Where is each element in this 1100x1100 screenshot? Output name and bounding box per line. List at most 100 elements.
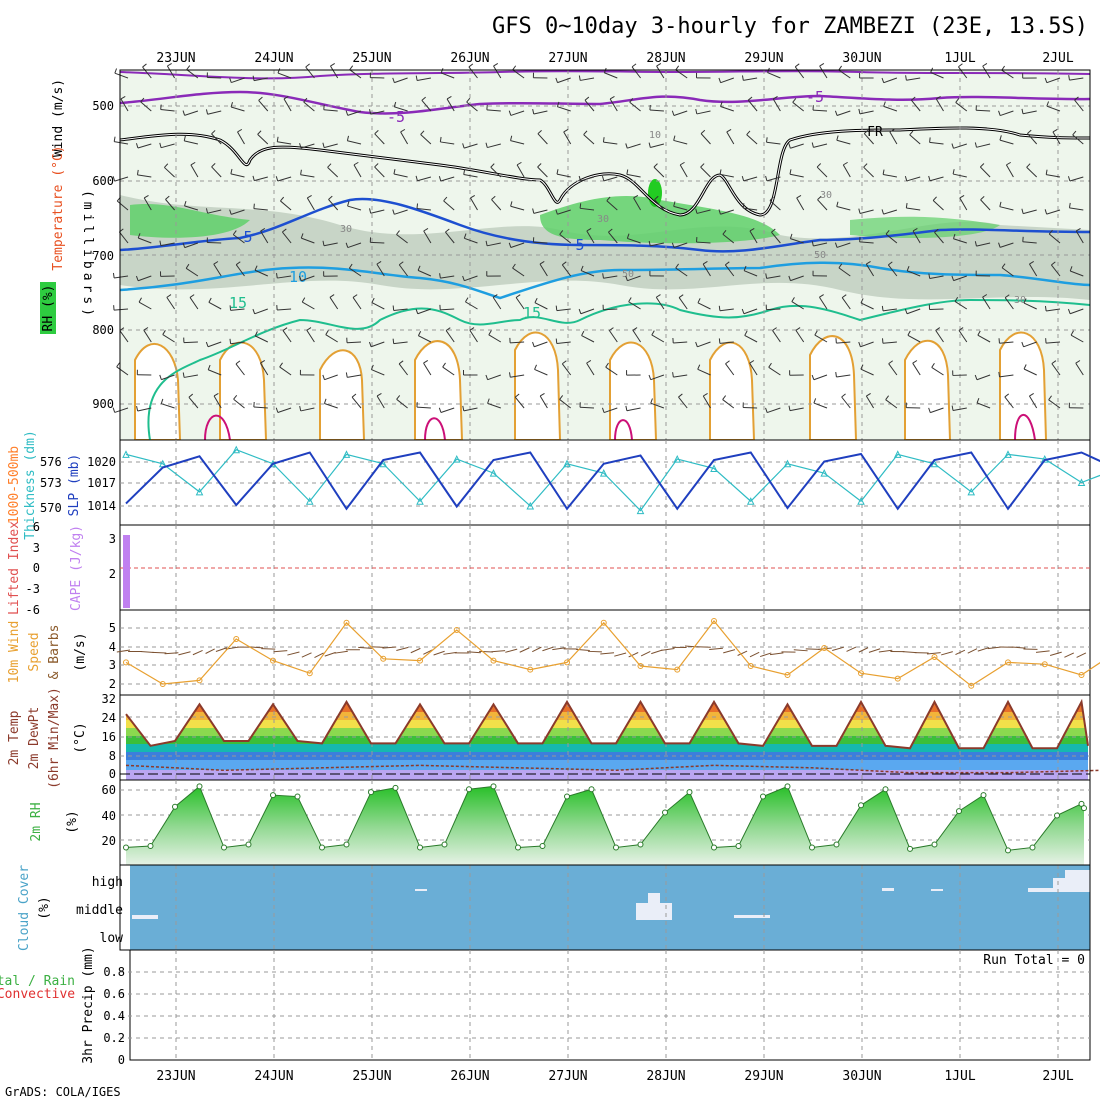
wind-barb [790,275,804,282]
rh2m-point [147,843,154,849]
wind-barb-flag [1001,65,1006,71]
bottom-date-axis: 23JUN 24JUN 25JUN 26JUN 27JUN 28JUN 29JU… [156,1069,1073,1084]
wind10m-barb [878,649,893,653]
wind-barb [260,362,269,376]
wind-barb-flag [651,330,655,336]
rh2m-point [686,789,693,796]
wind-barb [700,166,711,178]
precip-tick-label: 0.2 [103,1031,125,1045]
wind-barb-flag [415,308,419,314]
wind-barb-flag [462,275,465,281]
bottom-date-label: 24JUN [254,1069,293,1084]
wind-barb [722,233,735,244]
wind-barb [446,98,455,112]
wind-barb-flag [469,327,475,331]
wind-barb [116,200,129,211]
wind-barb-flag [725,360,730,365]
wind-barb-flag [466,97,471,103]
wind-barb [906,77,921,81]
wind-barb-flag [445,228,450,233]
wind-barb [257,134,269,145]
wind-barb-flag [951,275,955,281]
wind-barb [189,297,199,310]
wind-barb-flag [982,294,988,298]
wind10m-barb [955,649,966,656]
wind-barb [137,407,152,412]
wind10m-barb [832,646,845,651]
wind-barb [539,263,548,277]
wind-barb-flag [143,194,149,199]
wind-barb-flag [368,341,372,347]
rh2m-point [245,841,252,848]
wind-barb-flag [904,176,908,182]
wind10m-barb [941,651,953,656]
wind-barb [885,233,898,244]
wind-barb-flag [653,163,658,168]
wind-speed-point [123,659,129,666]
wind-barb [417,176,432,182]
wind-barb-flag [703,392,708,397]
wind-barb [277,407,292,413]
wind-barb [766,308,781,311]
wind-barb-flag [725,261,730,266]
wind-barb [909,134,921,145]
wind-barb [982,65,991,79]
wind-barb-flag [860,364,864,370]
wind-barb [603,275,618,279]
wind-barb [1046,105,1061,112]
wind-speed-point [270,657,276,664]
wind-barb [629,101,641,112]
wind-barb [440,407,455,413]
rh2m-area [126,786,1084,865]
wind-barb [281,231,292,244]
wind-barb-flag [765,273,768,279]
wind-barb [883,77,898,84]
wind-barb-flag [625,275,628,281]
wind-barb [836,341,851,344]
wind-barb-flag [487,398,490,404]
wind10m-barb [382,646,397,649]
wind-barb [702,395,711,409]
wind-barb [164,167,175,178]
wind10m-barb [587,650,602,653]
wind-barb [888,363,898,376]
wind-barb [300,143,315,149]
wind-barb-flag [741,308,745,314]
wind-barb-flag [583,130,588,135]
wind-barb-flag [866,393,871,397]
wind-barb [954,301,968,310]
wind-barb-flag [881,305,884,311]
wind-barb [627,237,641,244]
cape-li-panel: 6 3 0 -3 -6 3 2 Lifted Index CAPE (J/kg) [7,520,1091,617]
wind-barb-flag [167,62,172,67]
wind-barb-flag [744,330,748,336]
wind-barb [1069,176,1084,182]
wind-barb [418,335,432,343]
wind-barb-flag [889,128,895,133]
wind-barb-flag [834,110,838,116]
contour-label: -5 [806,88,824,106]
wind-barb-flag [555,338,558,344]
wind-barb [417,269,432,277]
wind-barb [935,330,944,343]
wind-barb-flag [235,261,241,266]
wind-barb-flag [606,196,611,202]
wind10m-barb [661,648,675,651]
wind-barb [679,164,688,178]
wind-barb-flag [905,202,908,209]
wind-barb-flag [882,169,885,175]
wind-barb [440,141,455,145]
wind-barb [440,72,455,79]
bottom-date-label: 28JUN [646,1069,685,1084]
wind-barb-flag [601,175,605,182]
temp-tick-label: 32 [102,692,116,706]
thickness-point [636,506,645,515]
wind-barb [353,164,362,178]
wind-barb [1023,209,1037,215]
wind-barb [420,134,432,145]
y-tick-label: 700 [92,249,114,263]
rh2m-point [1029,844,1036,851]
wind-barb-flag [438,176,442,182]
wind-barb [655,296,665,310]
